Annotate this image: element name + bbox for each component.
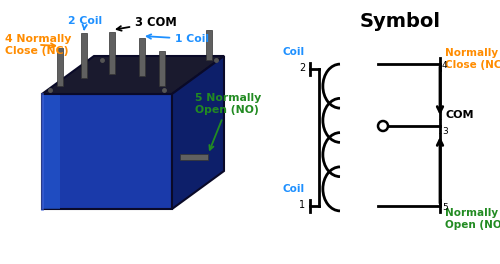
Polygon shape (42, 56, 224, 94)
Text: 1 Coil: 1 Coil (147, 34, 209, 44)
Polygon shape (42, 94, 172, 209)
Text: 5: 5 (442, 203, 448, 212)
Text: 2: 2 (299, 63, 305, 73)
Text: Symbol: Symbol (360, 12, 440, 31)
Bar (159, 51, 165, 86)
Bar (81, 33, 87, 78)
Bar (180, 154, 208, 160)
Text: Coil: Coil (283, 184, 305, 194)
Text: 3 COM: 3 COM (116, 16, 177, 31)
Text: COM: COM (445, 110, 474, 120)
Text: 2 Coil: 2 Coil (68, 16, 102, 29)
Text: 1: 1 (299, 200, 305, 210)
Text: Normally
Close (NC): Normally Close (NC) (445, 48, 500, 70)
Bar (139, 38, 145, 76)
Polygon shape (42, 94, 60, 209)
Bar (206, 30, 212, 60)
Bar (109, 32, 115, 74)
Bar (57, 48, 63, 86)
Text: Coil: Coil (283, 47, 305, 57)
Text: 5 Normally
Open (NO): 5 Normally Open (NO) (195, 93, 261, 150)
Text: 3: 3 (442, 127, 448, 136)
Text: Normally
Open (NO): Normally Open (NO) (445, 208, 500, 230)
Text: 4 Normally
Close (NC): 4 Normally Close (NC) (5, 34, 71, 56)
Text: 4: 4 (442, 61, 448, 70)
Polygon shape (172, 56, 224, 209)
